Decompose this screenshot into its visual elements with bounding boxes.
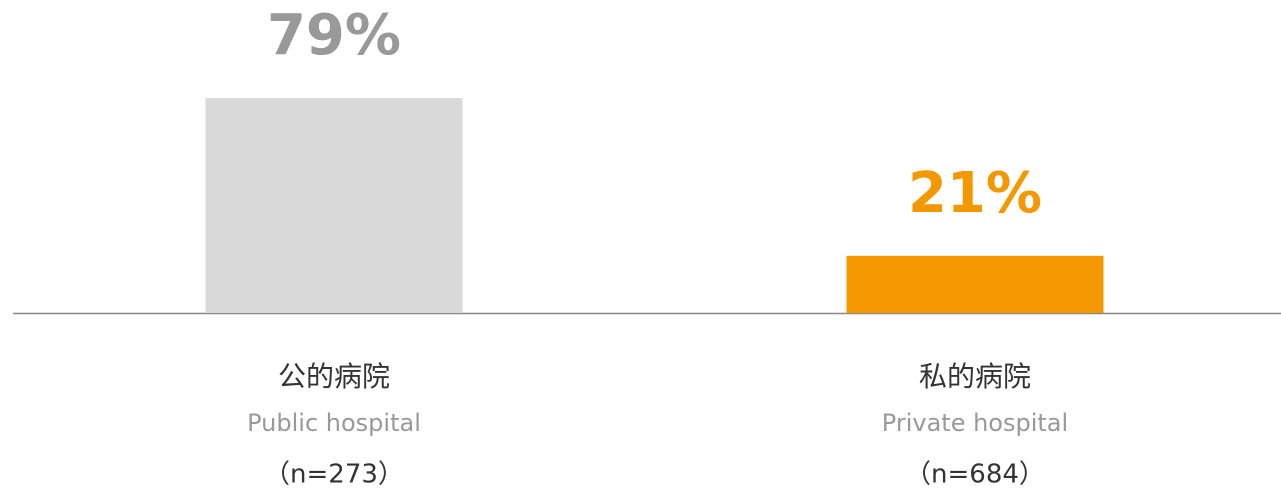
category-label: 公的病院	[278, 360, 390, 393]
category-subtitle: Private hospital	[882, 409, 1068, 437]
bar	[205, 98, 463, 313]
category-subtitle: Public hospital	[247, 409, 421, 437]
value-label: 21%	[908, 161, 1042, 226]
value-label: 79%	[267, 3, 401, 68]
sample-size: （n=273）	[264, 460, 404, 490]
bar	[846, 255, 1104, 313]
category-label: 私的病院	[919, 360, 1031, 393]
sample-size: （n=684）	[905, 460, 1045, 490]
